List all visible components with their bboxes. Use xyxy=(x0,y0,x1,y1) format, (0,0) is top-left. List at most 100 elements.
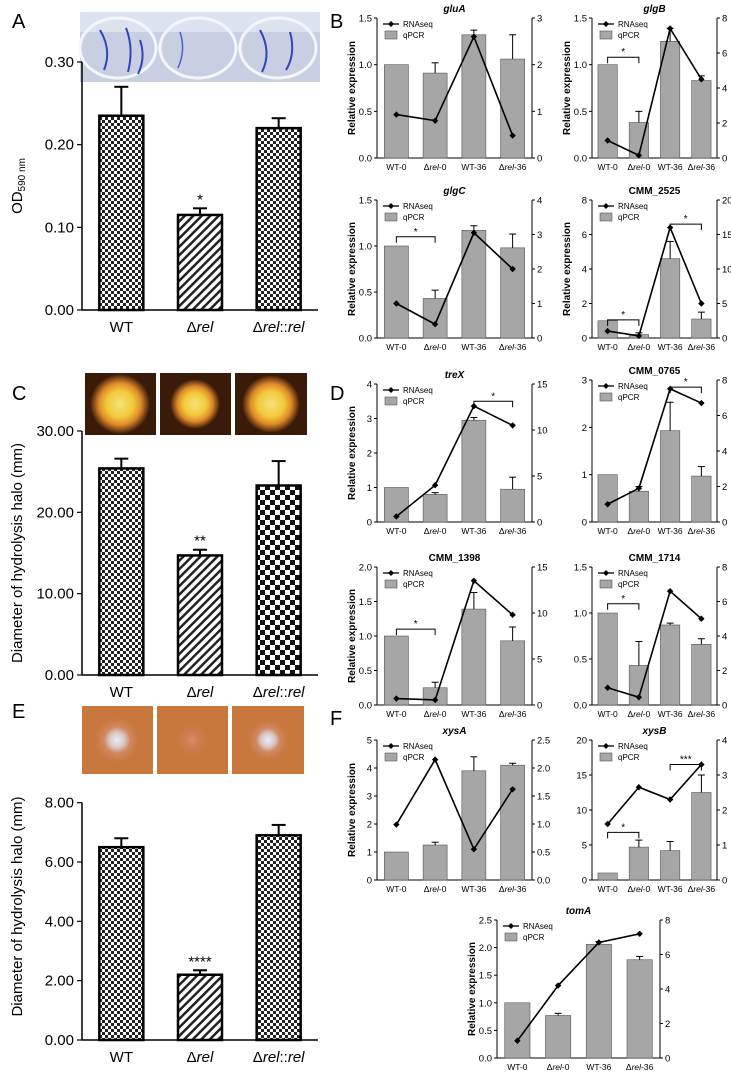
x-category-label: Δrel-36 xyxy=(626,1062,654,1072)
x-category-label: WT-36 xyxy=(658,709,683,719)
x-category-label: WT-0 xyxy=(386,526,407,536)
rnaseq-point xyxy=(431,696,439,704)
legend-bar-swatch xyxy=(599,752,613,762)
right-tick-label: 0 xyxy=(722,701,727,712)
legend-label-qpcr: qPCR xyxy=(618,753,640,762)
y-tick-label: 0.00 xyxy=(45,302,74,319)
left-tick-label: 2 xyxy=(582,423,587,434)
chart-title: tomA xyxy=(566,906,592,917)
bar-1 xyxy=(98,114,145,312)
legend-diamond xyxy=(388,21,394,27)
rnaseq-point xyxy=(666,587,674,595)
x-category-label: Δrel-36 xyxy=(688,526,716,536)
right-tick-label: 0 xyxy=(722,518,727,529)
right-tick-label: 2 xyxy=(537,265,542,276)
chart-trex: treX 0 1 2 3 4 0 5 10 15 Relative expression WT-0 Δr… xyxy=(347,370,548,536)
qpcr-bar-4 xyxy=(500,247,525,339)
right-tick-label: 10 xyxy=(537,426,548,437)
chart-legend: RNAseq qPCR xyxy=(383,386,433,406)
significance-bracket xyxy=(669,764,702,771)
left-tick-label: 1.5 xyxy=(359,597,372,608)
right-tick-label: 6 xyxy=(722,411,727,422)
chart-legend: RNAseq qPCR xyxy=(598,742,648,762)
y-tick-label: 0.30 xyxy=(45,54,74,71)
chart-xysa: xysA 0 1 2 3 4 5 0.0 0.5 1.0 1.5 2.0 2.5 Relative exp… xyxy=(347,726,550,894)
x-category-label: Δrel xyxy=(187,1049,214,1066)
y-tick-label: 30.00 xyxy=(36,423,74,440)
left-tick-label: 4 xyxy=(367,380,372,391)
y-axis-label: Relative expression xyxy=(467,942,478,1036)
x-category-label: Δrel-0 xyxy=(628,526,651,536)
left-tick-label: 0.0 xyxy=(574,154,587,165)
right-tick-label: 1.0 xyxy=(537,820,550,831)
right-tick-label: 0 xyxy=(722,154,727,165)
qpcr-bar-4 xyxy=(691,80,712,159)
y-axis-label: Relative expression xyxy=(347,406,358,500)
left-tick-label: 3 xyxy=(367,414,372,425)
y-tick-label: 10.00 xyxy=(36,586,74,603)
left-tick-label: 0 xyxy=(367,876,372,887)
qpcr-bar-3 xyxy=(461,230,487,339)
qpcr-bar-1 xyxy=(504,1002,531,1059)
right-tick-label: 4 xyxy=(537,196,542,207)
right-tick-label: 6 xyxy=(665,950,670,961)
qpcr-bar-2 xyxy=(628,490,649,523)
rnaseq-line xyxy=(395,231,514,326)
legend-label-qpcr: qPCR xyxy=(403,213,425,222)
x-category-label: WT-0 xyxy=(386,709,407,719)
legend-label-qpcr: qPCR xyxy=(403,753,425,762)
left-tick-label: 0.0 xyxy=(359,334,372,345)
legend-label-rnaseq: RNAseq xyxy=(403,202,433,211)
x-category-label: Δrel-36 xyxy=(499,884,527,894)
x-category-label: Δrel::rel xyxy=(253,684,305,701)
right-tick-label: 3 xyxy=(722,771,727,782)
x-category-label: Δrel-36 xyxy=(688,342,716,352)
xylan-halo-photos xyxy=(82,706,304,774)
y-tick-label: 4.00 xyxy=(45,913,74,930)
y-tick-label: 0.10 xyxy=(45,219,74,236)
chart-cmm-1398: CMM_1398 0.0 0.5 1.0 1.5 2.0 0 5 10 15 Relative ex… xyxy=(347,553,548,719)
rnaseq-point xyxy=(635,152,643,159)
x-category-label: Δrel-0 xyxy=(628,884,651,894)
qpcr-bar-3 xyxy=(461,770,487,881)
right-tick-label: 5 xyxy=(537,655,542,666)
x-category-label: Δrel-0 xyxy=(424,526,447,536)
chart-xysb: xysB 0 5 10 15 20 0 1 2 3 4 WT-0 Δrel-0 WT-36 Δrel-36 *… xyxy=(576,726,727,894)
qpcr-bar-1 xyxy=(597,612,618,706)
left-tick-label: 0.0 xyxy=(359,701,372,712)
biofilm-wells-photo xyxy=(78,12,320,82)
right-tick-label: 8 xyxy=(722,14,727,25)
qpcr-bar-1 xyxy=(597,64,618,159)
rnaseq-point xyxy=(604,684,611,691)
chart-title: glgB xyxy=(642,4,665,15)
qpcr-bar-4 xyxy=(500,58,525,159)
qpcr-bar-3 xyxy=(660,258,681,339)
chart-legend: RNAseq qPCR xyxy=(598,382,648,402)
left-tick-label: 1.5 xyxy=(359,14,372,25)
x-category-label: WT-0 xyxy=(597,342,618,352)
x-category-label: Δrel-0 xyxy=(628,162,651,172)
y-axis-label: OD590 nm xyxy=(9,158,28,214)
legend-label-qpcr: qPCR xyxy=(523,933,545,942)
legend-bar-swatch xyxy=(599,212,613,222)
legend-bar-swatch xyxy=(384,212,398,222)
x-category-label: Δrel-0 xyxy=(628,709,651,719)
qpcr-bar-4 xyxy=(500,640,525,706)
y-tick-label: 8.00 xyxy=(45,795,74,812)
left-tick-label: 2 xyxy=(582,299,587,310)
right-tick-label: 6 xyxy=(722,597,727,608)
significance-mark: * xyxy=(197,191,203,208)
panel-letter-c: C xyxy=(12,383,26,405)
left-tick-label: 0.5 xyxy=(479,1026,492,1037)
significance-bracket xyxy=(395,628,436,636)
rnaseq-point xyxy=(470,229,478,236)
rnaseq-line xyxy=(607,387,702,505)
x-category-label: WT-36 xyxy=(461,884,486,894)
left-tick-label: 0.0 xyxy=(359,154,372,165)
x-category-label: Δrel-0 xyxy=(424,342,447,352)
left-tick-label: 1 xyxy=(582,470,587,481)
left-tick-label: 8 xyxy=(582,196,587,207)
x-category-label: Δrel-36 xyxy=(499,526,527,536)
significance-bracket xyxy=(395,236,436,243)
legend-diamond xyxy=(603,203,609,209)
